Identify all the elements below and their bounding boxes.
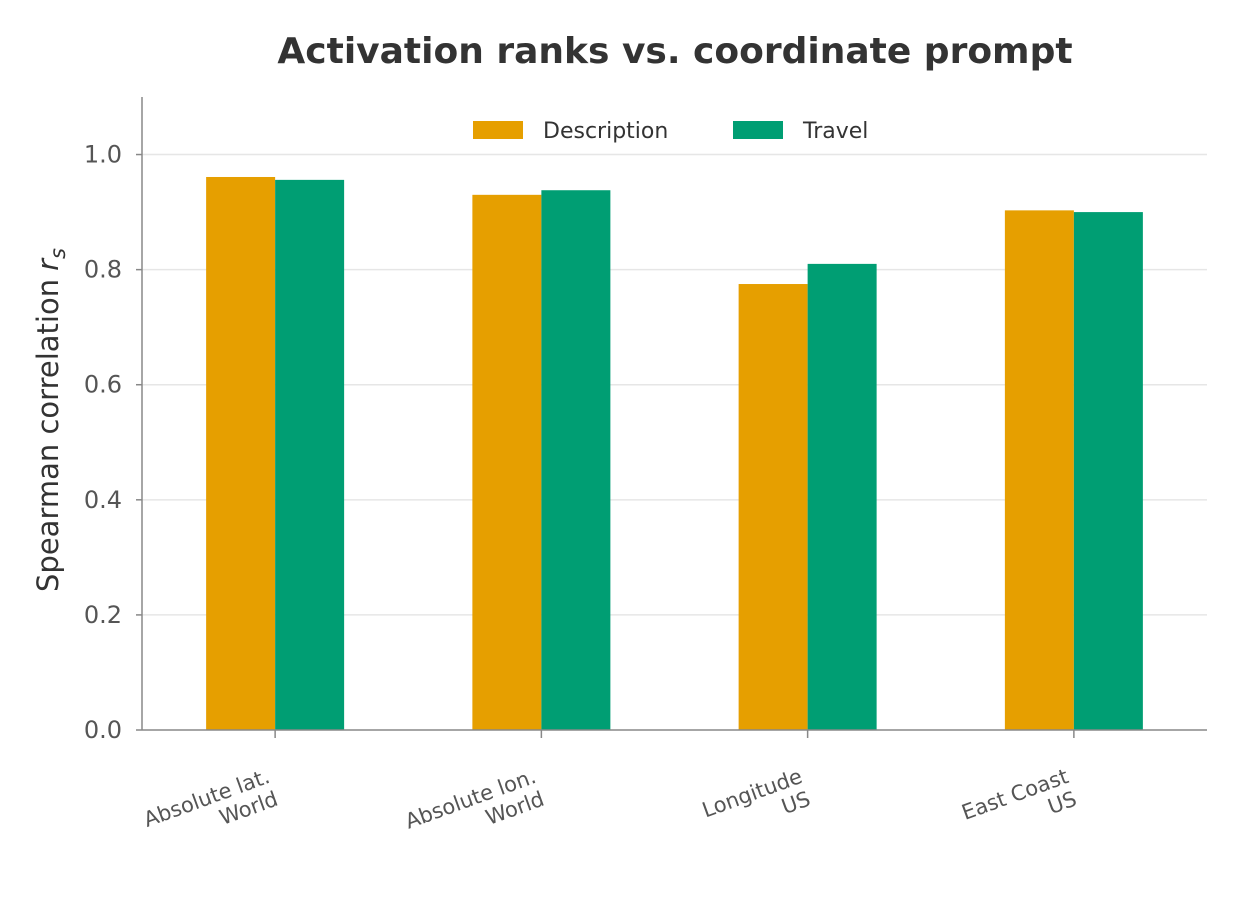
bar-travel — [1073, 212, 1143, 730]
y-axis-label: Spearman correlation rs — [31, 248, 70, 592]
bars — [206, 176, 1143, 731]
legend: Description Travel — [473, 119, 868, 144]
x-tick-label: Absolute lat.World — [141, 764, 282, 854]
legend-label-travel: Travel — [802, 119, 868, 144]
legend-swatch-description — [473, 121, 523, 139]
x-tick-label: LongitudeUS — [699, 764, 814, 845]
bar-description — [472, 194, 542, 730]
y-tick-label: 0.2 — [84, 601, 122, 629]
x-tick-label: Absolute lon.World — [402, 764, 547, 856]
chart-title: Activation ranks vs. coordinate prompt — [277, 31, 1072, 72]
x-tick-labels: Absolute lat.World Absolute lon.World Long… — [141, 764, 1080, 856]
axes — [136, 97, 1207, 738]
bar-description — [206, 176, 276, 731]
y-tick-label: 0.0 — [84, 716, 122, 744]
bar-description — [1004, 210, 1074, 730]
y-axis-label-subscript: s — [46, 248, 70, 259]
y-axis-label-text: Spearman correlation — [31, 279, 65, 592]
y-tick-label: 1.0 — [84, 141, 122, 169]
bar-travel — [275, 179, 345, 730]
bar-description — [738, 284, 808, 730]
bar-travel — [807, 263, 877, 730]
y-tick-label: 0.6 — [84, 371, 122, 399]
bar-travel — [541, 190, 611, 730]
y-tick-labels: 0.0 0.2 0.4 0.6 0.8 1.0 — [84, 141, 122, 744]
x-tick-label: East CoastUS — [959, 764, 1080, 847]
y-tick-label: 0.4 — [84, 486, 122, 514]
y-tick-label: 0.8 — [84, 256, 122, 284]
legend-swatch-travel — [733, 121, 783, 139]
legend-label-description: Description — [543, 119, 668, 144]
y-axis-label-symbol: r — [31, 257, 65, 271]
